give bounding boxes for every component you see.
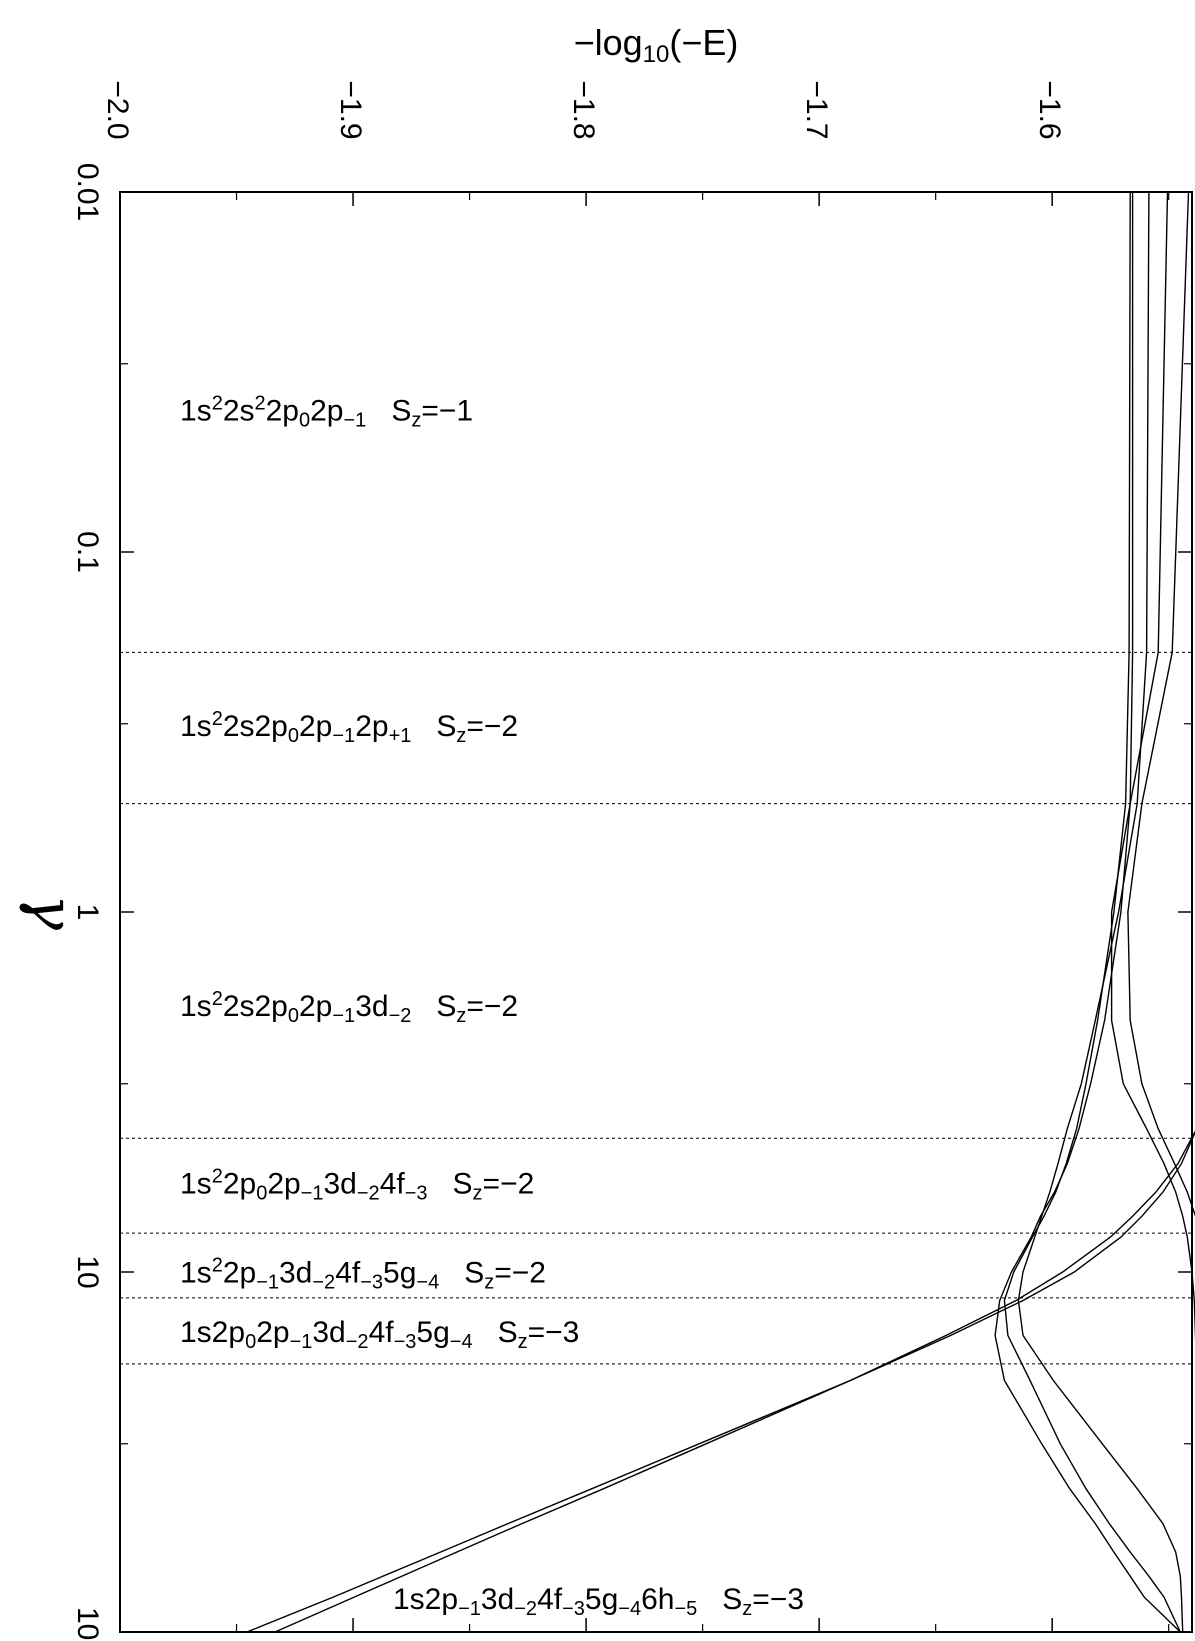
region-label: 1s2p−13d−24f−35g−46h−5 Sz=−3 <box>393 1583 804 1620</box>
energy-level-line <box>246 1130 1195 1633</box>
region-label: 1s2p02p−13d−24f−35g−4 Sz=−3 <box>180 1316 579 1353</box>
energy-level-line <box>1127 191 1195 1217</box>
energy-level-line <box>994 192 1181 1633</box>
axis-ticks: 0.01 0.1 1 10 100 −2.0 −1.9 −1.8 −1.7 −1.6 <box>71 80 1192 1641</box>
energy-tick-label: −1.9 <box>334 80 367 139</box>
region-label: 1s22s22p02p−1 Sz=−1 <box>180 393 473 432</box>
energy-axis-title: −log10(−E) <box>574 22 739 68</box>
energy-level-line <box>1017 191 1184 1633</box>
region-labels: 1s22s22p02p−1 Sz=−1 1s22s2p02p−12p+1 Sz=−… <box>180 393 804 1620</box>
energy-tick-label: −1.6 <box>1033 80 1066 139</box>
gamma-tick-label: 0.01 <box>71 163 104 221</box>
region-boundaries <box>120 651 1192 1365</box>
energy-tick-label: −2.0 <box>101 80 134 139</box>
region-label: 1s22p−13d−24f−35g−4 Sz=−2 <box>180 1254 546 1293</box>
gamma-axis-title: γ <box>17 894 87 930</box>
region-label: 1s22s2p02p−13d−2 Sz=−2 <box>180 988 518 1027</box>
gamma-tick-label: 100 <box>71 1607 104 1641</box>
energy-tick-label: −1.8 <box>567 80 600 139</box>
region-label: 1s22s2p02p−12p+1 Sz=−2 <box>180 708 518 747</box>
region-label: 1s22p02p−13d−24f−3 Sz=−2 <box>180 1165 534 1204</box>
gamma-tick-label: 1 <box>71 904 104 921</box>
energy-tick-label: −1.7 <box>800 80 833 139</box>
energy-level-line <box>1003 191 1181 1633</box>
gamma-tick-label: 10 <box>71 1255 104 1288</box>
energy-level-line <box>274 1130 1195 1633</box>
energy-level-line <box>1110 191 1195 1343</box>
series-lines <box>246 191 1195 1633</box>
gamma-tick-label: 0.1 <box>71 531 104 573</box>
